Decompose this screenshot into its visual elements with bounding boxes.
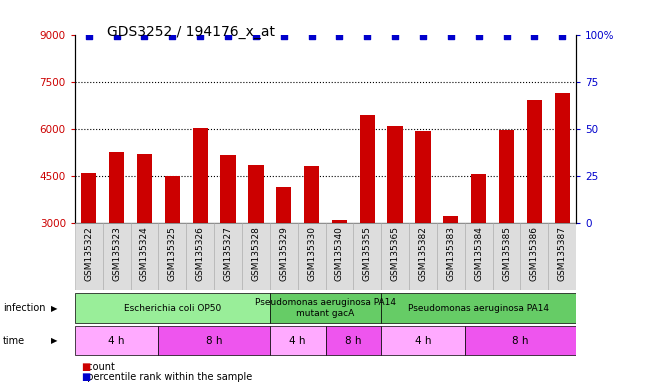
Text: GSM135385: GSM135385 [502,226,511,281]
Text: GSM135323: GSM135323 [112,226,121,281]
Text: GDS3252 / 194176_x_at: GDS3252 / 194176_x_at [107,25,275,39]
Bar [193,128,208,223]
Text: time: time [3,336,25,346]
Bar [242,223,270,290]
Bar [214,223,242,290]
Point [501,33,512,40]
Bar [548,223,576,290]
Text: 4 h: 4 h [290,336,306,346]
Bar [75,293,270,323]
Text: GSM135328: GSM135328 [251,226,260,281]
Text: 8 h: 8 h [345,336,361,346]
Bar [520,223,548,290]
Point [83,33,94,40]
Point [418,33,428,40]
Bar [471,174,486,223]
Bar [387,126,403,223]
Bar [359,115,375,223]
Bar [499,130,514,223]
Point [279,33,289,40]
Text: ■: ■ [81,362,90,372]
Bar [137,154,152,223]
Text: 4 h: 4 h [415,336,431,346]
Bar [276,187,292,223]
Bar [165,176,180,223]
Bar [75,223,103,290]
Text: GSM135355: GSM135355 [363,226,372,281]
Bar [109,152,124,223]
Bar [75,326,158,356]
Text: GSM135322: GSM135322 [84,226,93,281]
Bar [326,326,381,356]
Text: GSM135384: GSM135384 [474,226,483,281]
Text: 4 h: 4 h [108,336,125,346]
Text: GSM135324: GSM135324 [140,226,149,281]
Point [139,33,150,40]
Text: 8 h: 8 h [512,336,529,346]
Bar [381,293,576,323]
Bar [443,217,458,223]
Bar [555,93,570,223]
Bar [353,223,381,290]
Text: ▶: ▶ [51,336,57,345]
Point [362,33,372,40]
Point [111,33,122,40]
Bar [270,223,298,290]
Text: GSM135382: GSM135382 [419,226,428,281]
Point [557,33,568,40]
Bar [465,326,576,356]
Text: ▶: ▶ [51,304,57,313]
Text: Escherichia coli OP50: Escherichia coli OP50 [124,304,221,313]
Bar [381,326,465,356]
Text: GSM135383: GSM135383 [447,226,455,281]
Text: GSM135327: GSM135327 [223,226,232,281]
Point [307,33,317,40]
Bar [304,166,319,223]
Text: infection: infection [3,303,46,313]
Bar [332,220,347,223]
Text: 8 h: 8 h [206,336,223,346]
Text: GSM135340: GSM135340 [335,226,344,281]
Text: percentile rank within the sample: percentile rank within the sample [81,372,253,382]
Point [195,33,206,40]
Bar [298,223,326,290]
Bar [103,223,131,290]
Bar [158,326,270,356]
Bar [248,165,264,223]
Bar [527,101,542,223]
Bar [131,223,158,290]
Bar [415,131,430,223]
Bar [158,223,186,290]
Bar [465,223,493,290]
Point [390,33,400,40]
Point [167,33,178,40]
Text: GSM135365: GSM135365 [391,226,400,281]
Bar [186,223,214,290]
Point [445,33,456,40]
Bar [381,223,409,290]
Point [473,33,484,40]
Text: count: count [81,362,115,372]
Text: GSM135330: GSM135330 [307,226,316,281]
Bar [437,223,465,290]
Bar [493,223,520,290]
Bar [409,223,437,290]
Bar [81,172,96,223]
Point [223,33,233,40]
Point [334,33,344,40]
Point [529,33,540,40]
Text: ■: ■ [81,372,90,382]
Bar [221,155,236,223]
Text: GSM135329: GSM135329 [279,226,288,281]
Text: Pseudomonas aeruginosa PA14: Pseudomonas aeruginosa PA14 [408,304,549,313]
Text: GSM135326: GSM135326 [196,226,204,281]
Point [251,33,261,40]
Text: GSM135325: GSM135325 [168,226,177,281]
Text: GSM135387: GSM135387 [558,226,567,281]
Bar [270,293,381,323]
Bar [326,223,353,290]
Bar [270,326,326,356]
Text: Pseudomonas aeruginosa PA14
mutant gacA: Pseudomonas aeruginosa PA14 mutant gacA [255,298,396,318]
Text: GSM135386: GSM135386 [530,226,539,281]
